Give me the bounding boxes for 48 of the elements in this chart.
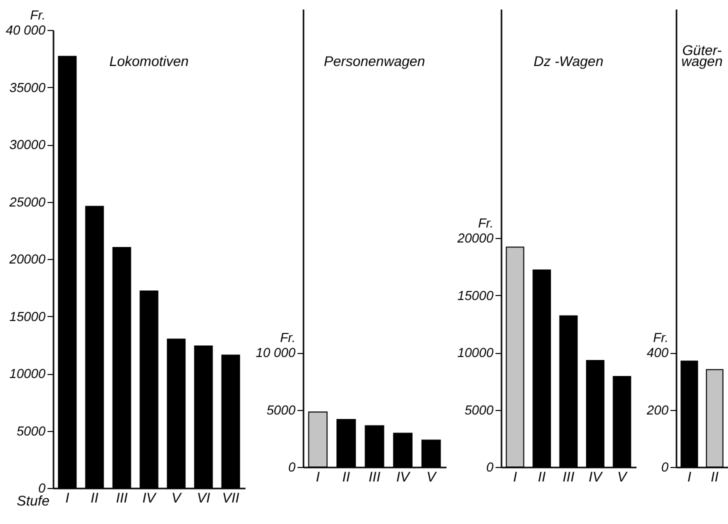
y-tick-label: 0	[38, 480, 46, 496]
x-tick-label: II	[342, 468, 350, 484]
y-tick-label: 15000	[457, 288, 494, 303]
x-tick-label: III	[368, 468, 380, 484]
y-tick-label: 20000	[8, 252, 46, 266]
x-tick-label: IV	[396, 468, 412, 484]
text: Lokomotiven	[109, 53, 189, 69]
y-tick-label: 5000	[266, 402, 296, 418]
y-tick-label: 10 000	[256, 345, 296, 360]
text: Dz -Wagen	[534, 53, 604, 69]
x-tick-label: VII	[222, 490, 240, 506]
x-tick-label: V	[172, 490, 183, 506]
x-tick-label: IV	[588, 468, 604, 484]
y-axis-title: Fr.	[280, 330, 296, 345]
x-tick-label: III	[116, 490, 128, 506]
y-tick-label: 35000	[9, 80, 46, 95]
y-tick-label: 0	[288, 460, 296, 474]
y-tick-label: 20000	[456, 230, 494, 246]
y-tick-label: 5000	[464, 402, 494, 418]
x-tick-label: II	[710, 468, 719, 484]
x-tick-label: I	[513, 468, 518, 484]
y-tick-label: 30000	[9, 137, 46, 152]
y-tick-label: 200	[646, 402, 670, 418]
x-tick-label: I	[316, 468, 320, 484]
y-axis-title: Fr.	[478, 216, 494, 230]
x-axis-title: Stufe	[16, 492, 50, 508]
y-axis-title: Fr.	[653, 330, 668, 345]
x-tick-label: II	[538, 468, 546, 484]
y-tick-label: 400	[646, 345, 670, 360]
x-tick-label: V	[617, 468, 628, 484]
y-tick-label: 40 000	[6, 22, 46, 38]
x-tick-label: II	[90, 490, 99, 506]
x-tick-label: VI	[196, 490, 210, 506]
x-tick-label: I	[687, 468, 692, 484]
x-tick-label: III	[562, 468, 574, 484]
x-tick-label: IV	[142, 490, 158, 506]
y-tick-label: 15000	[9, 308, 46, 324]
y-tick-label: 0	[486, 460, 494, 474]
text: Güter- wagen	[681, 42, 723, 69]
y-tick-label: 0	[661, 460, 670, 474]
text: Personenwagen	[324, 53, 426, 69]
x-tick-label: V	[426, 468, 438, 484]
y-tick-label: 10000	[9, 366, 46, 381]
y-tick-label: 25000	[8, 194, 46, 210]
y-tick-label: 5000	[16, 423, 46, 438]
x-tick-label: I	[65, 490, 70, 506]
y-tick-label: 10000	[457, 345, 494, 360]
y-axis-title: Fr.	[30, 8, 46, 22]
